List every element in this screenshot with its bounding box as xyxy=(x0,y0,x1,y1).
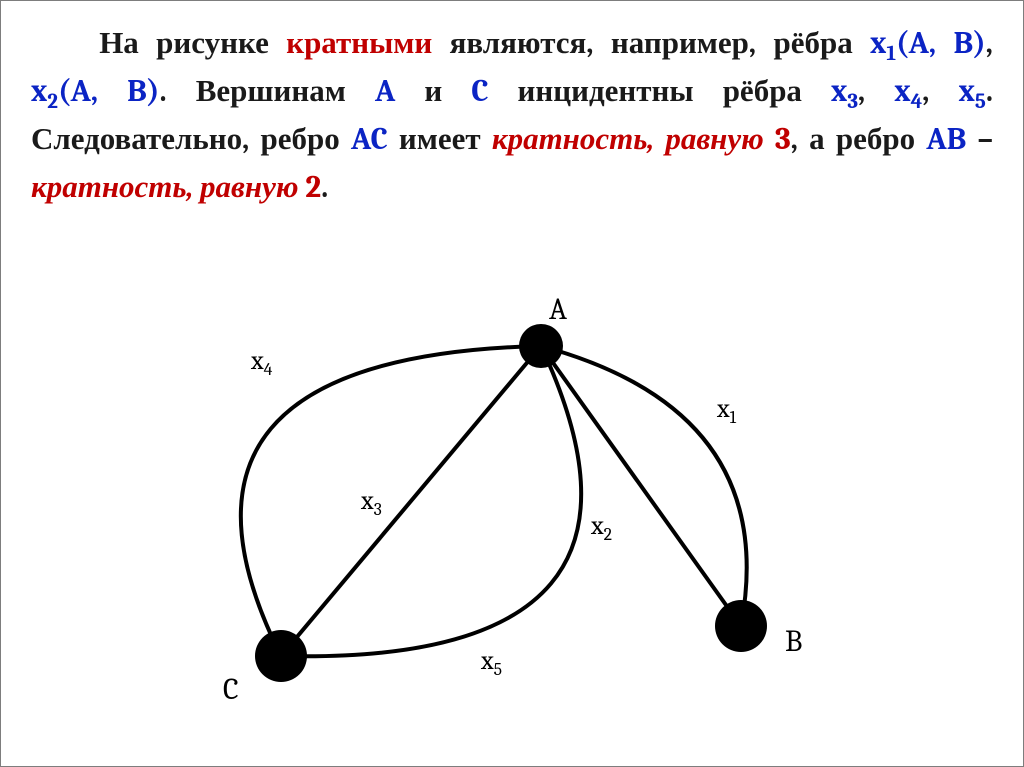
edge-ref-x4: x4 xyxy=(894,73,922,109)
edge-x4 xyxy=(241,346,541,656)
vertex-ref-c: C xyxy=(471,73,488,109)
edges-group xyxy=(241,346,747,656)
t: являются, например, рёбра xyxy=(432,25,870,61)
node-a xyxy=(519,324,563,368)
edge-label-x1: x1 xyxy=(717,394,736,424)
t: , xyxy=(922,73,958,109)
edge-label-x4: x4 xyxy=(251,346,272,376)
paragraph: На рисунке кратными являются, например, … xyxy=(31,19,993,211)
vertex-label-b: B xyxy=(785,624,802,659)
edge-ref-x5: x5 xyxy=(959,73,986,109)
slide: На рисунке кратными являются, например, … xyxy=(0,0,1024,767)
nodes-group xyxy=(255,324,767,682)
t-red: 2 xyxy=(299,169,322,205)
vertex-ref-a: A xyxy=(375,73,395,109)
t: , xyxy=(986,25,993,61)
t: . xyxy=(321,169,328,205)
edge-ref-x3: x3 xyxy=(831,73,858,109)
vertex-label-a: A xyxy=(549,292,567,327)
t: – xyxy=(966,121,993,157)
t-redi: кратность, равную xyxy=(492,121,764,157)
edge-ref-x2: x2(A, B) xyxy=(31,73,159,109)
vertex-label-c: C xyxy=(223,672,239,707)
edge-label-x2: x2 xyxy=(591,511,612,541)
edge-ref-ac: AC xyxy=(351,121,388,157)
edge-label-x3: x3 xyxy=(361,486,382,516)
t: , xyxy=(858,73,894,109)
t: инцидентны рёбра xyxy=(488,73,831,109)
t-redi: кратность, равную xyxy=(31,169,299,205)
multigraph-figure: A B C x1 x2 x3 x4 x5 xyxy=(161,286,861,726)
edge-x5 xyxy=(281,346,581,656)
t: и xyxy=(395,73,471,109)
node-c xyxy=(255,630,307,682)
t: имеет xyxy=(388,121,492,157)
edge-ref-x1: x1(A, B) xyxy=(870,25,986,61)
t: . Вершинам xyxy=(159,73,375,109)
edge-label-x5: x5 xyxy=(481,646,502,676)
node-b xyxy=(715,600,767,652)
t: На рисунке xyxy=(99,25,286,61)
edge-ref-ab: AB xyxy=(926,121,966,157)
t-red: кратными xyxy=(286,25,432,61)
edge-x3 xyxy=(281,346,541,656)
t: , а ребро xyxy=(791,121,927,157)
t-red: 3 xyxy=(764,121,791,157)
